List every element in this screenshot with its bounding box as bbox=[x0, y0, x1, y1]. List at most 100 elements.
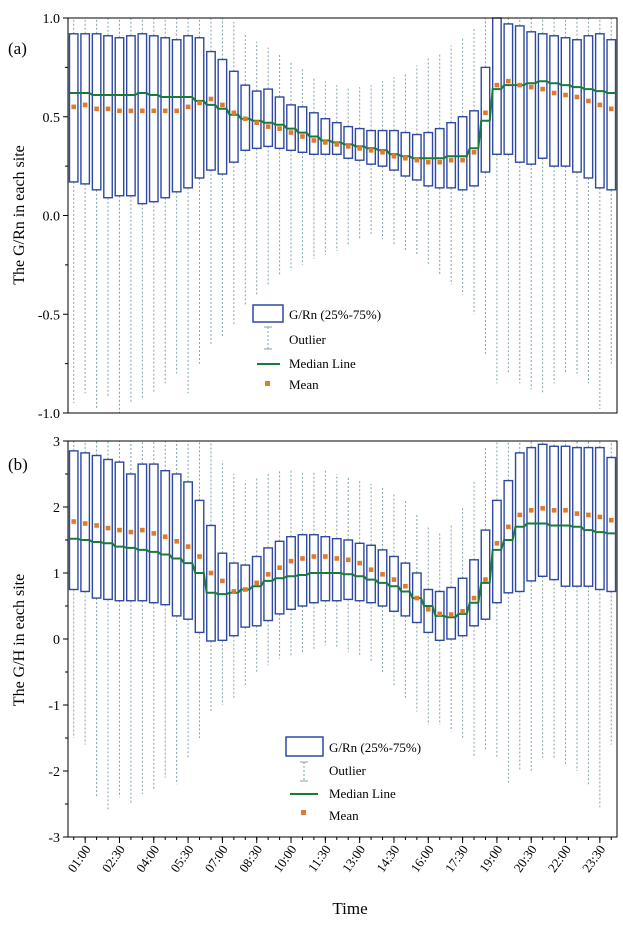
box-b-8 bbox=[160, 470, 171, 606]
box-a-13 bbox=[217, 58, 228, 175]
mean-marker-a-16 bbox=[254, 120, 260, 125]
mean-marker-a-13 bbox=[220, 102, 225, 108]
box-b-24 bbox=[343, 539, 354, 601]
mean-marker-b-41 bbox=[540, 506, 545, 511]
y-tick-label-b-3: 0 bbox=[53, 633, 60, 648]
mean-marker-b-36 bbox=[483, 577, 488, 582]
mean-marker-b-4 bbox=[117, 527, 122, 533]
mean-marker-b-27 bbox=[380, 572, 385, 577]
mean-marker-a-5 bbox=[128, 108, 134, 114]
mean-marker-b-33 bbox=[448, 612, 454, 617]
mean-marker-b-42 bbox=[551, 508, 557, 513]
mean-marker-a-33 bbox=[448, 157, 454, 163]
box-b-2 bbox=[91, 454, 102, 599]
mean-marker-a-9 bbox=[174, 108, 179, 114]
mean-marker-b-3 bbox=[105, 525, 111, 531]
y-tick-label-b-4: 1 bbox=[53, 567, 60, 582]
mean-marker-a-35 bbox=[471, 150, 477, 155]
y-tick-label-b-2: -1 bbox=[48, 699, 60, 714]
mean-marker-b-5 bbox=[128, 529, 134, 535]
mean-marker-a-32 bbox=[437, 159, 443, 165]
mean-marker-a-3 bbox=[105, 106, 111, 112]
y-tick-label-b-1: -2 bbox=[48, 765, 60, 780]
box-a-2 bbox=[91, 33, 102, 191]
box-a-34 bbox=[457, 116, 468, 191]
box-b-46 bbox=[594, 446, 605, 591]
mean-marker-b-25 bbox=[357, 560, 362, 566]
mean-marker-a-18 bbox=[277, 126, 282, 131]
box-b-33 bbox=[446, 586, 457, 640]
box-b-41 bbox=[537, 443, 548, 577]
box-a-24 bbox=[343, 125, 354, 159]
mean-marker-b-47 bbox=[608, 517, 614, 523]
legend-b-entry-median: Median Line bbox=[329, 786, 396, 801]
mean-marker-b-40 bbox=[528, 508, 534, 513]
mean-marker-b-35 bbox=[471, 595, 477, 601]
panel-a-legend: G/Rn (25%-75%) Outlier Median Line Mean bbox=[252, 304, 381, 392]
box-a-47 bbox=[606, 39, 617, 191]
y-tick-label-b-5: 2 bbox=[53, 501, 60, 516]
panel-a-y-axis-label: The G/Rn in each site bbox=[11, 145, 28, 285]
mean-marker-a-15 bbox=[242, 116, 248, 122]
mean-marker-b-44 bbox=[574, 511, 580, 516]
box-b-14 bbox=[228, 562, 239, 637]
panel-b-label: (b) bbox=[8, 455, 28, 474]
box-b-1 bbox=[80, 452, 91, 593]
mean-marker-a-4 bbox=[117, 108, 122, 114]
box-a-12 bbox=[206, 50, 216, 171]
mean-marker-a-11 bbox=[197, 100, 202, 106]
box-b-11 bbox=[194, 499, 205, 634]
mean-marker-a-6 bbox=[140, 108, 145, 114]
box-a-4 bbox=[114, 37, 125, 197]
mean-marker-a-29 bbox=[403, 155, 408, 161]
mean-marker-a-34 bbox=[460, 157, 465, 163]
box-b-35 bbox=[469, 559, 479, 627]
y-tick-label-a-2: 0.0 bbox=[43, 210, 61, 225]
x-axis-label: Time bbox=[332, 899, 367, 918]
mean-marker-b-1 bbox=[82, 521, 88, 526]
box-a-20 bbox=[297, 106, 308, 153]
y-tick-label-a-1: -0.5 bbox=[38, 308, 60, 323]
mean-marker-a-36 bbox=[483, 110, 488, 116]
box-a-46 bbox=[594, 33, 605, 189]
box-a-6 bbox=[137, 33, 148, 205]
legend-b-entry-box: G/Rn (25%-75%) bbox=[329, 740, 421, 755]
mean-marker-b-45 bbox=[586, 512, 591, 518]
mean-marker-b-20 bbox=[300, 556, 305, 561]
box-b-22 bbox=[320, 536, 331, 602]
box-a-28 bbox=[389, 129, 399, 171]
mean-marker-b-6 bbox=[140, 527, 145, 533]
mean-marker-b-39 bbox=[517, 512, 523, 518]
mean-marker-b-22 bbox=[323, 554, 328, 559]
box-a-18 bbox=[274, 96, 285, 150]
mean-marker-a-21 bbox=[311, 138, 317, 143]
mean-marker-a-40 bbox=[528, 84, 534, 90]
box-b-40 bbox=[526, 446, 537, 582]
box-b-45 bbox=[583, 446, 594, 587]
mean-marker-b-7 bbox=[151, 531, 157, 536]
legend-a-entry-mean: Mean bbox=[289, 377, 319, 392]
box-a-38 bbox=[503, 23, 514, 155]
mean-marker-a-27 bbox=[380, 150, 385, 155]
box-b-25 bbox=[354, 542, 365, 602]
mean-marker-b-15 bbox=[242, 587, 248, 592]
box-a-44 bbox=[572, 39, 582, 173]
legend-b-entry-mean: Mean bbox=[329, 808, 359, 823]
panel-a: -1.0 -0.5 0.0 0.5 1.0 (a) The G/Rn in each s… bbox=[8, 12, 618, 422]
mean-marker-b-23 bbox=[334, 556, 340, 561]
box-a-43 bbox=[560, 37, 571, 167]
y-tick-label-a-0: -1.0 bbox=[38, 407, 60, 422]
panel-b-median-line bbox=[69, 522, 616, 619]
legend-b-mean-swatch bbox=[301, 810, 306, 815]
mean-marker-a-30 bbox=[414, 157, 420, 163]
mean-marker-a-12 bbox=[208, 96, 214, 102]
box-a-29 bbox=[400, 131, 411, 177]
mean-marker-b-18 bbox=[277, 565, 282, 571]
mean-marker-a-17 bbox=[265, 124, 271, 129]
box-a-1 bbox=[80, 33, 91, 185]
box-b-4 bbox=[114, 461, 125, 602]
mean-marker-b-34 bbox=[460, 608, 465, 614]
box-a-11 bbox=[194, 37, 205, 179]
box-a-22 bbox=[320, 118, 331, 155]
